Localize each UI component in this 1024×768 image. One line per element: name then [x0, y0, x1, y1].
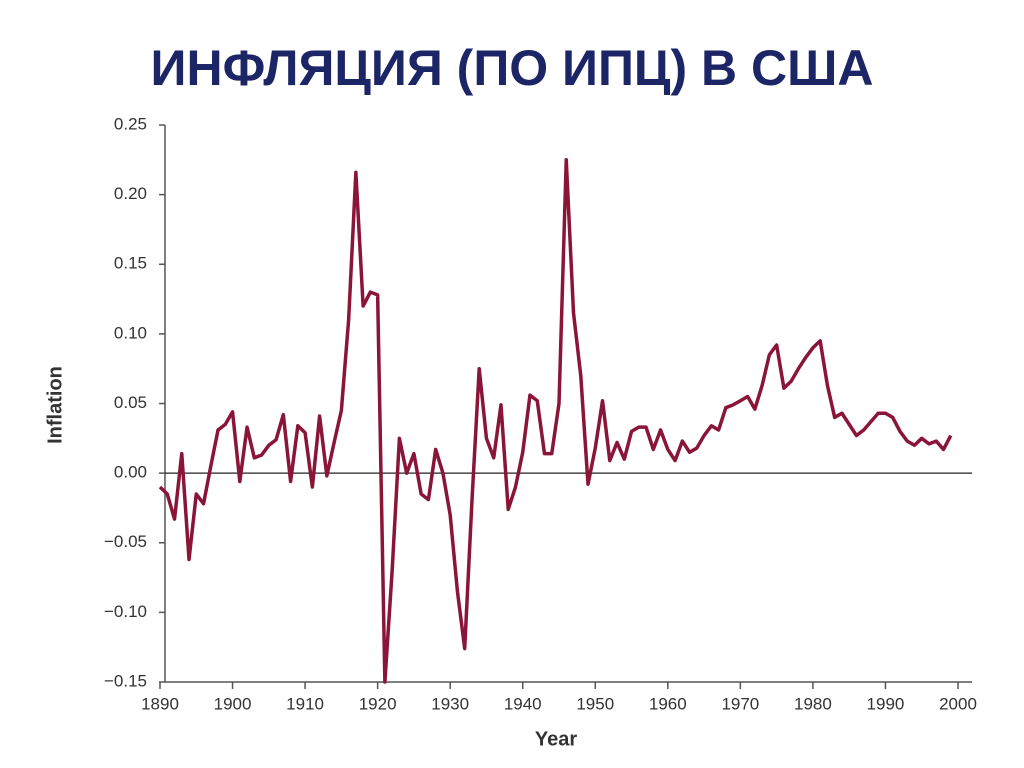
y-tick-label: 0.25: [114, 114, 147, 133]
y-tick-label: 0.05: [114, 393, 147, 412]
x-tick-label: 1990: [867, 694, 905, 713]
x-tick-label: 1930: [431, 694, 469, 713]
x-tick-label: 1940: [504, 694, 542, 713]
x-tick-label: 2000: [939, 694, 977, 713]
y-tick-label: 0.20: [114, 184, 147, 203]
y-tick-label: −0.05: [104, 532, 147, 551]
x-tick-label: 1920: [359, 694, 397, 713]
x-tick-label: 1910: [286, 694, 324, 713]
x-tick-label: 1950: [576, 694, 614, 713]
inflation-line: [158, 158, 953, 684]
x-axis-label: Year: [535, 728, 577, 750]
y-axis-label: Inflation: [44, 366, 66, 444]
x-tick-label: 1890: [141, 694, 179, 713]
chart-title: ИНФЛЯЦИЯ (ПО ИПЦ) В США: [151, 40, 874, 96]
y-tick-label: 0.15: [114, 254, 147, 273]
y-tick-label: 0.10: [114, 323, 147, 342]
x-tick-label: 1960: [649, 694, 687, 713]
x-tick-label: 1900: [214, 694, 252, 713]
y-tick-label: −0.10: [104, 602, 147, 621]
x-tick-label: 1980: [794, 694, 832, 713]
y-tick-label: 0.00: [114, 463, 147, 482]
y-tick-label: −0.15: [104, 671, 147, 690]
x-tick-label: 1970: [721, 694, 759, 713]
